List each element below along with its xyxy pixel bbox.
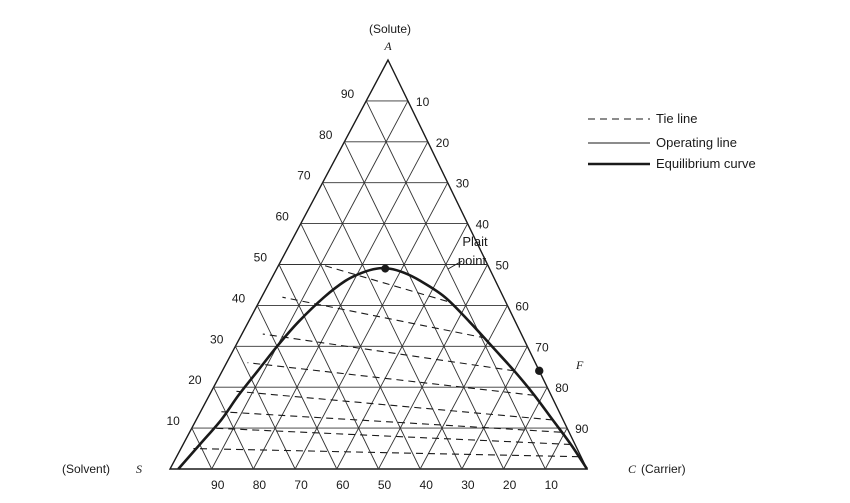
plait-point-label-line1: Plait [462,234,488,249]
grid-line-solvent [322,182,463,470]
tick-label-right: 40 [476,218,490,232]
grid-line-solvent [234,346,296,470]
tick-label-bottom: 30 [461,478,475,492]
tie-line [193,448,579,458]
plait-point-label-line2: point [458,253,487,268]
tick-label-left: 10 [166,414,180,428]
plait-point-marker [381,264,390,273]
tick-label-right: 70 [535,340,549,354]
tie-line [282,296,486,339]
tie-line [221,411,561,433]
tick-label-left: 20 [188,373,202,387]
tick-label-right: 30 [456,177,470,191]
tick-label-bottom: 20 [503,478,517,492]
tie-line [262,333,515,372]
tie-line [212,427,571,446]
plait-point-leader [447,260,463,270]
tick-label-left: 90 [341,87,355,101]
grid-line-carrier [378,264,488,470]
tick-label-left: 30 [210,332,224,346]
tick-label-bottom: 80 [253,478,267,492]
tick-label-bottom: 10 [545,478,559,492]
legend-label-equilibrium-curve: Equilibrium curve [656,156,756,171]
tick-labels: 90 80 70 60 50 40 30 20 10 10 20 30 40 50 60 70 80 90 90 80… [166,87,588,492]
grid-line-solvent [365,100,546,470]
tick-label-left: 50 [254,251,268,265]
feed-point-label: F [575,358,584,372]
grid-line-solvent [278,264,379,470]
tie-line [320,263,448,302]
tie-line [247,362,535,396]
tick-label-right: 50 [496,259,510,273]
tick-label-bottom: 70 [294,478,308,492]
tie-line [236,390,553,421]
tick-label-bottom: 90 [211,478,225,492]
grid-line-solvent [256,305,338,470]
tick-label-right: 20 [436,136,450,150]
vertex-top-letter: A [383,39,392,53]
legend-label-tie-line: Tie line [656,111,697,126]
tick-label-right: 90 [575,422,589,436]
tick-label-right: 10 [416,95,430,109]
legend: Tie line Operating line Equilibrium curv… [588,111,756,171]
tick-label-bottom: 60 [336,478,350,492]
feed-point-marker [535,366,544,376]
grid-line-carrier [419,305,508,470]
tick-label-right: 80 [555,381,569,395]
tick-label-left: 40 [232,291,246,305]
vertex-right-letter: C [628,462,637,476]
grid-line-carrier [461,346,528,470]
tick-label-right: 60 [515,299,529,313]
vertex-right-caption: (Carrier) [641,462,686,476]
tick-label-left: 80 [319,128,333,142]
legend-label-operating-line: Operating line [656,135,737,150]
grid-line-carrier [294,182,449,470]
tick-label-bottom: 40 [420,478,434,492]
grid-line-carrier [211,100,409,470]
vertex-left-letter: S [136,462,142,476]
vertex-top-caption: (Solute) [369,22,411,36]
tick-label-left: 60 [275,210,289,224]
vertex-left-caption: (Solvent) [62,462,110,476]
grid-line-solvent [213,387,254,470]
ternary-grid [168,58,589,470]
tick-label-left: 70 [297,169,311,183]
tick-label-bottom: 50 [378,478,392,492]
